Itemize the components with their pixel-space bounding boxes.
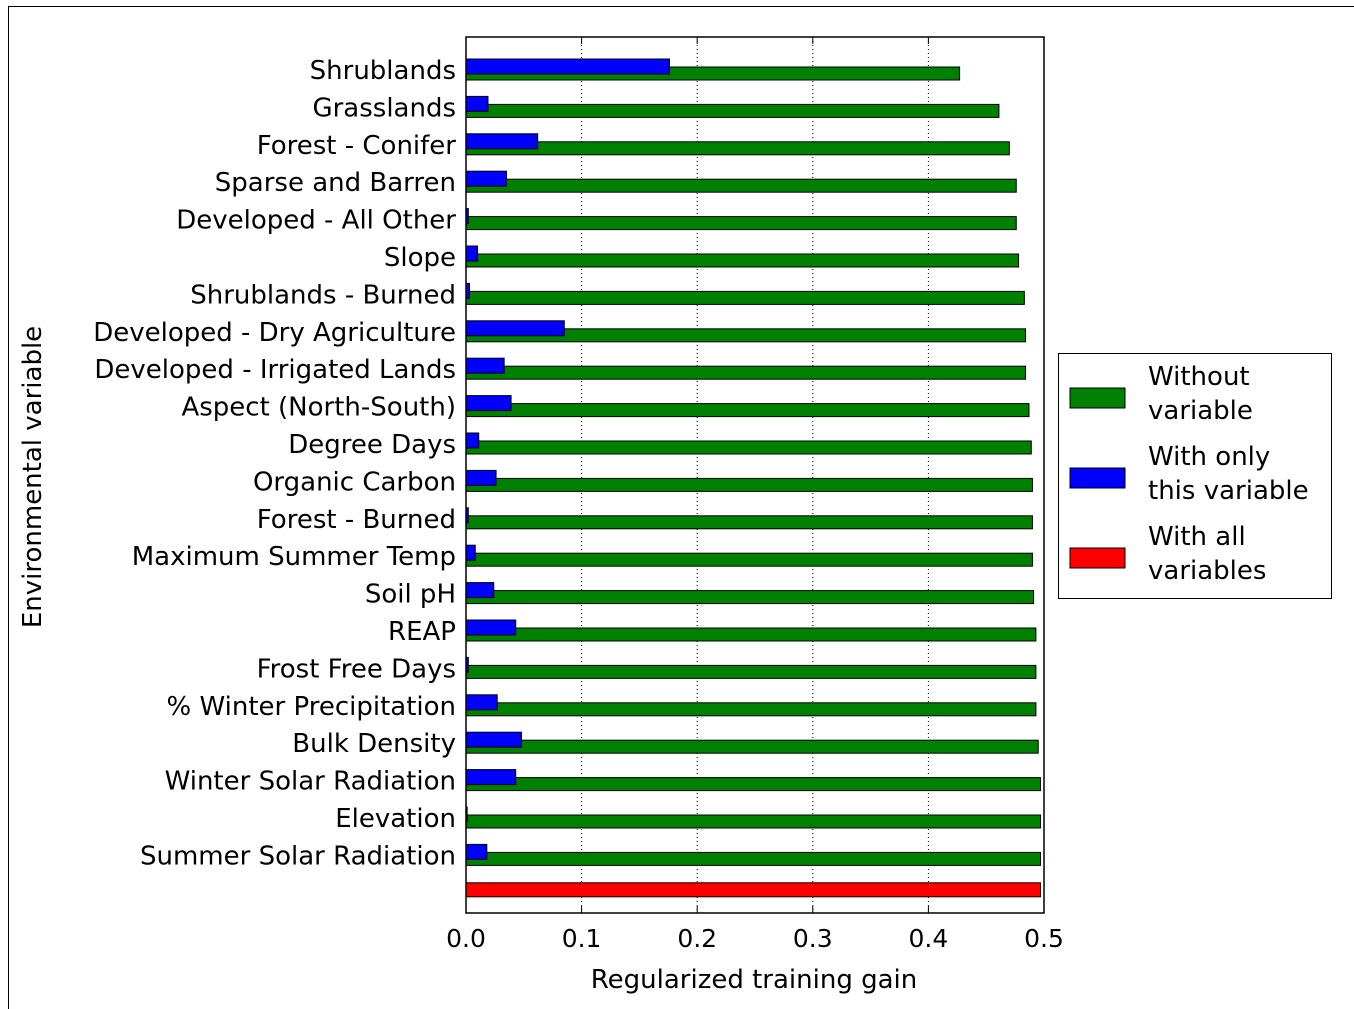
x-tick-label: 0.4 [909, 924, 949, 953]
y-tick-label: Developed - All Other [176, 206, 456, 236]
bar [465, 170, 507, 187]
y-tick-label: Soil pH [365, 580, 456, 610]
y-tick-label: Aspect (North-South) [181, 393, 456, 423]
bar [465, 253, 1020, 268]
y-tick-label: Developed - Dry Agriculture [93, 318, 456, 348]
y-tick-label: Bulk Density [292, 729, 456, 759]
x-tick-label: 0.1 [562, 924, 602, 953]
bar [465, 95, 489, 112]
y-tick-label: Winter Solar Radiation [165, 767, 456, 797]
bar [465, 590, 1035, 605]
y-tick-label: % Winter Precipitation [167, 692, 456, 722]
legend-label: With only this variable [1148, 442, 1309, 506]
bar [465, 544, 476, 561]
bar [465, 777, 1042, 792]
bar [465, 141, 1010, 156]
y-tick-label: REAP [388, 617, 456, 647]
y-tick-label: Organic Carbon [253, 467, 456, 497]
bar [465, 216, 1017, 231]
bar [465, 769, 517, 786]
x-tick-label: 0.3 [793, 924, 833, 953]
y-tick-label: Elevation [335, 804, 456, 834]
y-tick-label: Summer Solar Radiation [140, 841, 456, 871]
bar [465, 469, 497, 486]
bar [465, 133, 539, 150]
bar [465, 627, 1037, 642]
legend-swatch [1069, 547, 1126, 569]
x-tick-label: 0.0 [446, 924, 486, 953]
bar [465, 664, 1037, 679]
bar [465, 357, 505, 374]
bar [465, 843, 488, 860]
bar [465, 515, 1033, 530]
bar [465, 731, 522, 748]
frame [8, 6, 1354, 1009]
y-tick-label: Shrublands - Burned [190, 280, 456, 310]
legend-label: Without variable [1148, 362, 1258, 426]
bar [465, 552, 1033, 567]
bar [465, 582, 495, 599]
bar [465, 58, 670, 75]
y-tick-label: Slope [384, 243, 456, 273]
bar [465, 851, 1042, 866]
legend-swatch [1069, 467, 1126, 489]
y-tick-label: Sparse and Barren [215, 168, 456, 198]
y-tick-label: Forest - Conifer [257, 131, 457, 161]
plot-frame [465, 36, 1045, 914]
bar [465, 440, 1032, 455]
bar [465, 290, 1025, 305]
bar [465, 694, 498, 711]
legend-label: With all variables [1148, 522, 1266, 586]
bar [465, 814, 1042, 829]
x-tick-label: 0.2 [677, 924, 717, 953]
y-tick-label: Grasslands [312, 93, 456, 123]
y-tick-label: Degree Days [288, 430, 456, 460]
bar [465, 882, 1042, 898]
y-axis-label: Environmental variable [18, 326, 48, 628]
bar [465, 432, 480, 449]
bar [465, 178, 1017, 193]
bar [465, 702, 1037, 717]
x-axis-label: Regularized training gain [591, 965, 918, 995]
y-tick-label: Frost Free Days [257, 654, 456, 684]
legend-swatch [1069, 387, 1126, 409]
bar [465, 739, 1039, 754]
bar [465, 395, 512, 412]
bar [465, 103, 1000, 118]
bar [465, 619, 517, 636]
y-tick-label: Developed - Irrigated Lands [94, 355, 456, 385]
y-tick-label: Forest - Burned [257, 505, 456, 535]
bar [465, 320, 565, 337]
bar [465, 245, 479, 262]
x-tick-label: 0.5 [1024, 924, 1064, 953]
bar [465, 477, 1033, 492]
y-tick-label: Shrublands [310, 56, 456, 86]
bar [465, 403, 1030, 418]
bar [465, 365, 1027, 380]
y-tick-label: Maximum Summer Temp [132, 542, 456, 572]
